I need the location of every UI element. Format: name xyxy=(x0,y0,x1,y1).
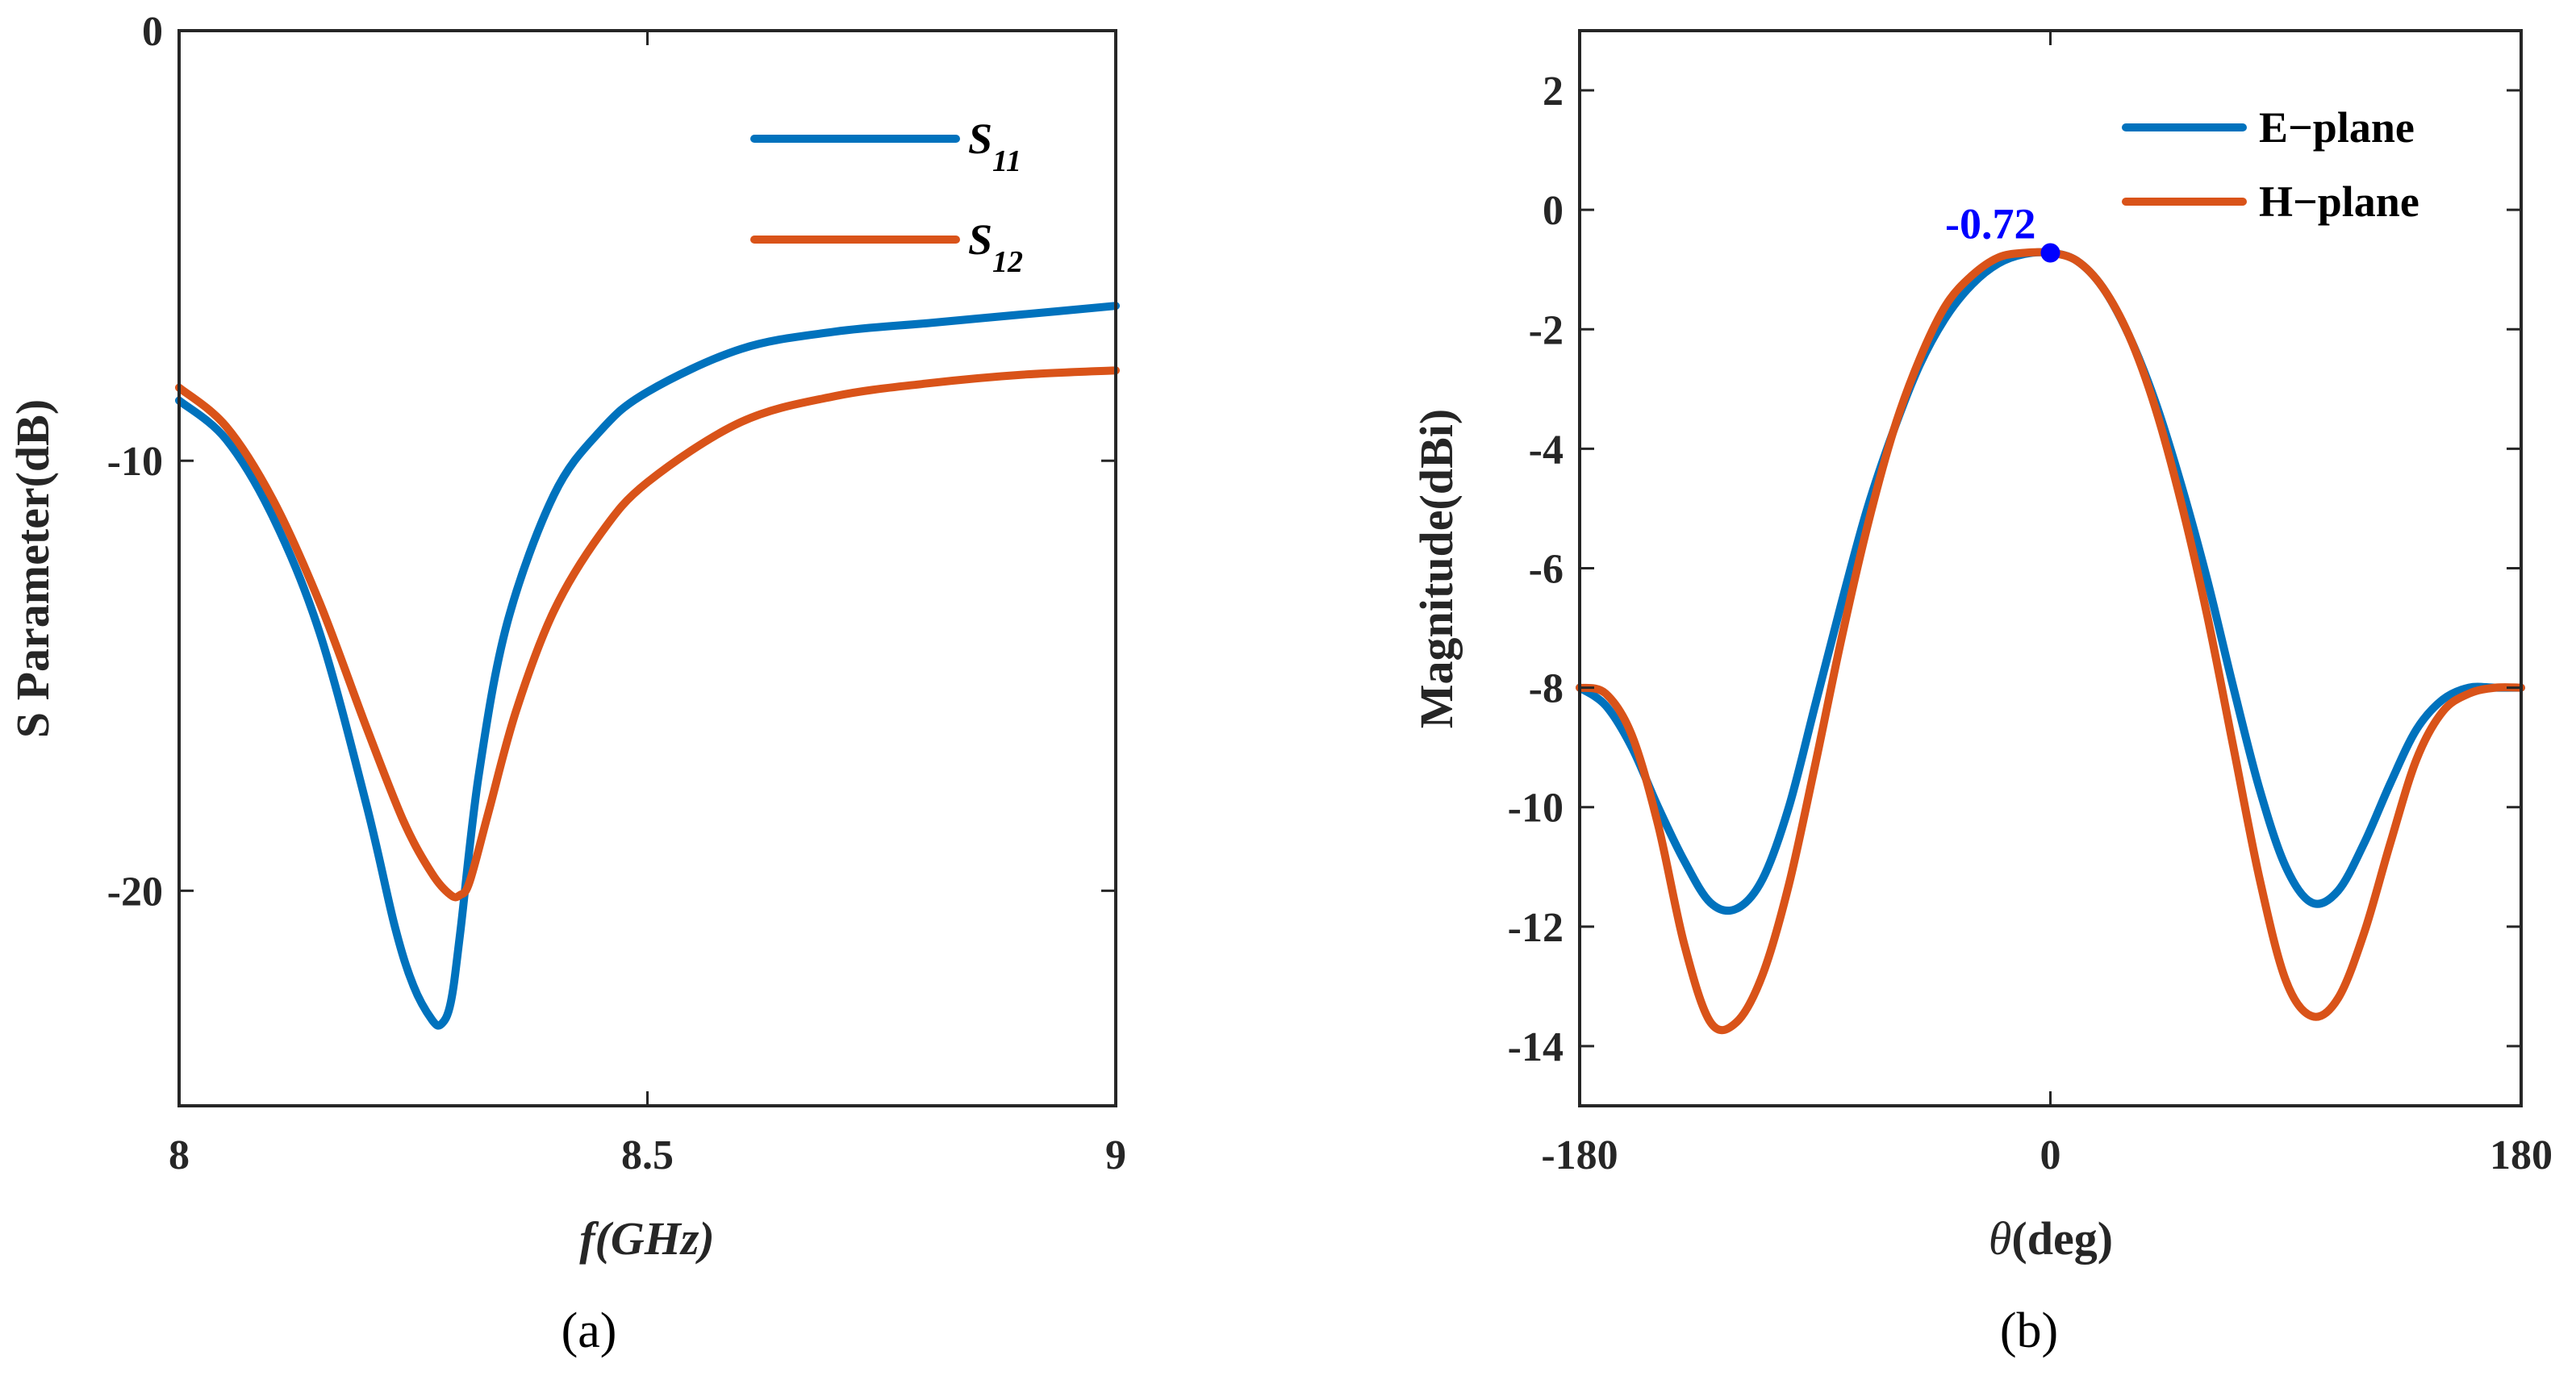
legend-label-s12: S12 xyxy=(968,215,1023,279)
y-tick-label: -2 xyxy=(1529,307,1564,353)
y-tick-label: -20 xyxy=(107,869,163,915)
peak-marker xyxy=(2040,243,2060,263)
panel-b-ticks: -180 0 180 2 0 -2 -4 -6 -8 -10 -12 -14 xyxy=(1508,31,2553,1178)
x-tick-label: 8.5 xyxy=(621,1132,674,1178)
y-tick-label: -8 xyxy=(1529,666,1564,712)
y-tick-label: -4 xyxy=(1529,427,1564,473)
panel-b-xlabel: θ(deg) xyxy=(1989,1212,2113,1265)
x-tick-label: 8 xyxy=(169,1132,190,1178)
panel-b-caption: (b) xyxy=(2000,1303,2058,1358)
y-tick-label: -10 xyxy=(107,439,163,485)
panel-a-xlabel: f(GHz) xyxy=(579,1212,715,1265)
x-tick-label: 9 xyxy=(1105,1132,1126,1178)
panel-b-legend: E−plane H−plane xyxy=(2122,103,2419,226)
panel-a-series-group xyxy=(175,302,1120,1030)
series-line-e-plane xyxy=(1576,248,2525,915)
series-line-s11 xyxy=(175,302,1120,1030)
y-tick-label: -6 xyxy=(1529,547,1564,593)
legend-label-h-plane: H−plane xyxy=(2259,177,2419,226)
legend-label-s11: S11 xyxy=(968,115,1021,178)
x-tick-label: 180 xyxy=(2490,1132,2553,1178)
legend-label-e-plane: E−plane xyxy=(2259,103,2415,152)
x-tick-label: -180 xyxy=(1541,1132,1618,1178)
x-tick-label: 0 xyxy=(2040,1132,2061,1178)
panel-a-caption: (a) xyxy=(562,1303,617,1358)
peak-label: -0.72 xyxy=(1945,199,2035,248)
panel-b-series-group xyxy=(1576,248,2525,1035)
panel-b-annotation: -0.72 xyxy=(1945,199,2060,263)
panel-a-ticks: 8 8.5 9 0 -10 -20 xyxy=(107,9,1126,1178)
y-tick-label: -10 xyxy=(1508,786,1564,832)
series-line-s12 xyxy=(175,366,1120,902)
panel-a-ylabel: S Parameter(dB) xyxy=(6,399,59,738)
panel-a-legend: S11 S12 xyxy=(750,115,1023,279)
panel-a: 8 8.5 90-10-20 S Parameter(dB) f(GHz) (a) … xyxy=(6,9,1126,1358)
y-tick-label: -14 xyxy=(1508,1024,1564,1070)
y-tick-label: -12 xyxy=(1508,905,1564,951)
y-tick-label: 0 xyxy=(142,9,163,55)
y-tick-label: 2 xyxy=(1543,69,1564,115)
panel-b-ylabel: Magnitude(dBi) xyxy=(1410,409,1463,728)
panel-a-axes-box xyxy=(177,29,1117,1107)
y-tick-label: 0 xyxy=(1543,188,1564,234)
panel-b: -180 0 180 2 0 -2 -4 -6 -8 -10 -12 -14 -0.72 Magnit… xyxy=(1410,29,2553,1358)
